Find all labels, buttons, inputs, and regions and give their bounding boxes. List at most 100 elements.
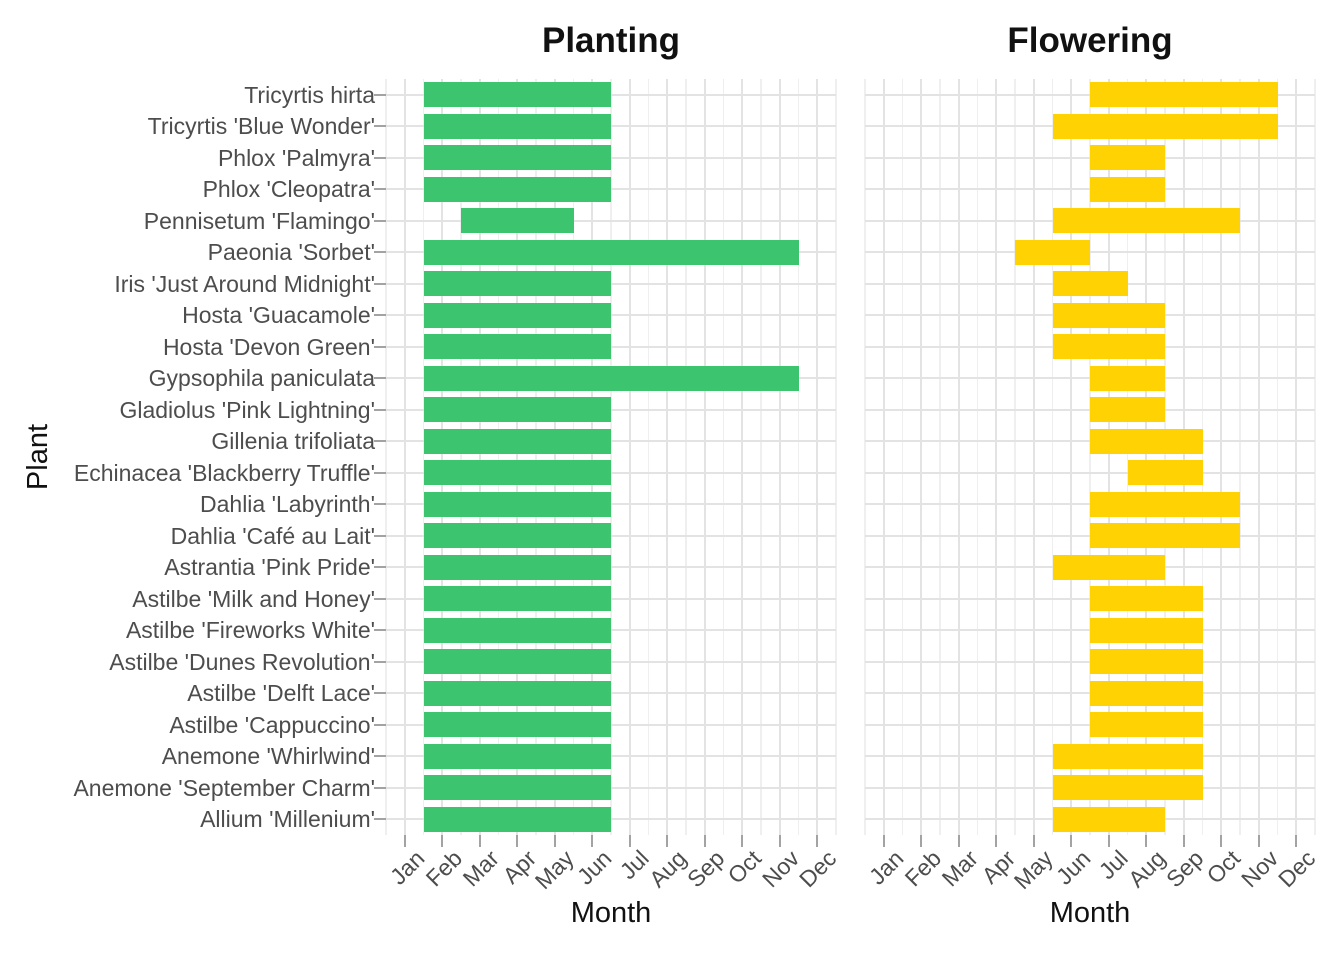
y-axis-tick (374, 692, 386, 695)
bar-flowering (1090, 649, 1203, 675)
grid-major-x (1295, 79, 1298, 835)
grid-major-y (386, 125, 836, 128)
grid-minor-x (1051, 79, 1054, 835)
x-axis-tick-label: Nov (1235, 845, 1284, 893)
grid-major-y (386, 566, 836, 569)
bar-planting (423, 365, 799, 391)
grid-minor-x (797, 79, 800, 835)
x-axis-tick (628, 835, 631, 847)
x-axis-tick-label: Oct (722, 845, 767, 889)
y-axis-tick (374, 282, 386, 285)
y-axis-tick (374, 156, 386, 159)
bar-flowering (1090, 586, 1203, 612)
y-axis-tick (374, 471, 386, 474)
bar-flowering (1052, 208, 1240, 234)
bar-flowering (1127, 460, 1203, 486)
grid-major-y (386, 471, 836, 474)
x-axis-tick (778, 835, 781, 847)
x-axis-title-planting: Month (570, 897, 652, 929)
grid-major-y (865, 251, 1315, 254)
x-axis-tick-label: Mar (936, 845, 984, 892)
bar-planting (423, 334, 611, 360)
grid-major-y (386, 723, 836, 726)
bar-flowering (1090, 680, 1203, 706)
grid-major-x (441, 79, 444, 835)
grid-major-x (1107, 79, 1110, 835)
grid-major-x (1032, 79, 1035, 835)
bar-planting (423, 491, 611, 517)
grid-major-x (703, 79, 706, 835)
grid-major-y (386, 188, 836, 191)
x-axis-tick-label: Nov (756, 845, 805, 893)
grid-minor-x (939, 79, 941, 835)
x-axis-tick-label: Jun (572, 845, 617, 890)
grid-major-x (995, 79, 998, 835)
x-axis-tick-label: Aug (644, 845, 692, 893)
grid-minor-x (1164, 79, 1166, 835)
grid-major-x (920, 79, 923, 835)
x-axis-tick (1107, 835, 1110, 847)
y-axis-tick (374, 755, 386, 758)
grid-major-y (386, 534, 836, 537)
bar-flowering (1090, 397, 1165, 423)
grid-major-x (666, 79, 669, 835)
x-axis-tick (553, 835, 556, 847)
grid-major-x (1182, 79, 1185, 835)
y-axis-tick (374, 440, 386, 443)
bar-planting (423, 460, 611, 486)
y-axis-label: Dahlia 'Labyrinth' (200, 491, 375, 518)
y-axis-tick (374, 125, 386, 128)
grid-minor-x (722, 79, 725, 835)
x-axis-tick (1182, 835, 1185, 847)
y-axis-label: Astilbe 'Cappuccino' (169, 711, 375, 738)
bar-planting (423, 271, 611, 297)
bar-planting (423, 523, 611, 549)
grid-major-x (778, 79, 781, 835)
x-axis-tick (882, 835, 885, 847)
x-axis-tick (478, 835, 481, 847)
bar-planting (423, 712, 611, 738)
y-axis-tick (374, 723, 386, 726)
y-axis-label: Anemone 'September Charm' (73, 774, 375, 801)
bar-planting (423, 554, 611, 580)
grid-major-y (386, 692, 836, 695)
bar-flowering (1052, 554, 1165, 580)
grid-major-x (1145, 79, 1148, 835)
x-axis-tick-label: Sep (1160, 845, 1209, 893)
x-axis-tick-label: Dec (1273, 845, 1321, 893)
x-axis-tick-label: Aug (1123, 845, 1171, 893)
x-axis-tick (957, 835, 960, 847)
x-axis-tick (920, 835, 923, 847)
bar-planting (423, 113, 611, 139)
y-axis-label: Astilbe 'Delft Lace' (187, 680, 375, 707)
y-axis-tick (374, 377, 386, 380)
grid-minor-x (835, 79, 837, 835)
y-axis-label: Gillenia trifoliata (211, 428, 375, 455)
y-axis-tick (374, 660, 386, 663)
grid-major-y (386, 503, 836, 506)
bar-flowering (1090, 617, 1203, 643)
x-axis-tick (1257, 835, 1260, 847)
grid-minor-x (572, 79, 575, 835)
grid-major-y (386, 93, 836, 96)
grid-major-x (1257, 79, 1260, 835)
x-axis-tick (1295, 835, 1298, 847)
bar-flowering (1052, 113, 1278, 139)
y-axis-tick (374, 566, 386, 569)
x-axis-tick (1145, 835, 1148, 847)
grid-minor-x (535, 79, 537, 835)
bar-planting (423, 806, 611, 832)
y-axis-tick (374, 219, 386, 222)
grid-major-y (386, 345, 836, 348)
bar-flowering (1052, 743, 1203, 769)
bar-flowering (1090, 145, 1165, 171)
y-axis-label: Hosta 'Guacamole' (182, 302, 375, 329)
grid-minor-x (864, 79, 866, 835)
x-axis-tick-label: Jan (384, 845, 430, 890)
bar-planting (423, 145, 611, 171)
grid-minor-x (422, 79, 425, 835)
bar-planting (423, 302, 611, 328)
grid-minor-x (385, 79, 387, 835)
grid-major-y (386, 408, 836, 411)
